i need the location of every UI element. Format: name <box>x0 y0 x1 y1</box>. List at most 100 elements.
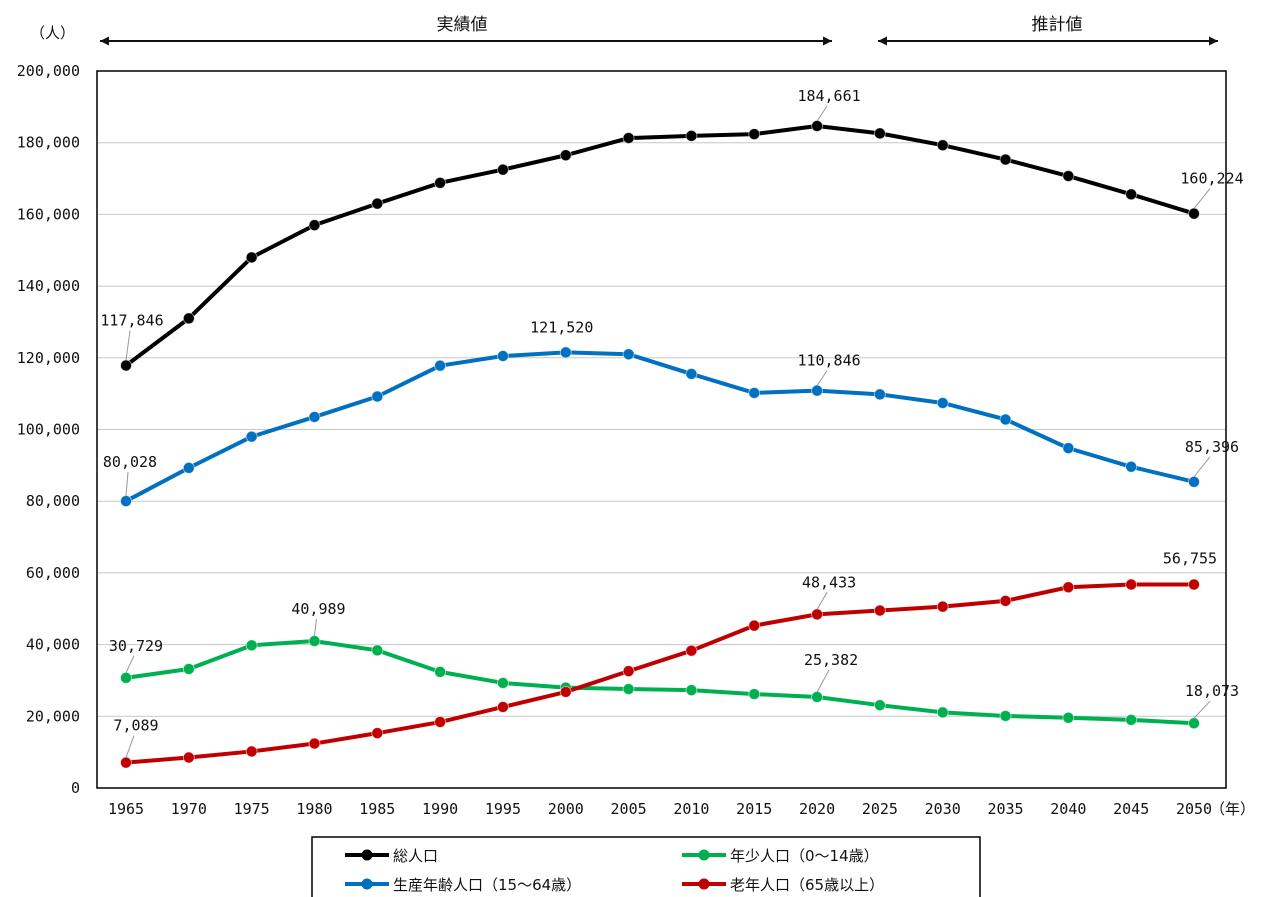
x-tick-label: 2015 <box>736 800 772 818</box>
x-tick-label: 2045 <box>1113 800 1149 818</box>
data-point-total <box>685 129 698 142</box>
data-label: 80,028 <box>103 453 157 471</box>
x-tick-label: 2040 <box>1050 800 1086 818</box>
x-tick-label: 1975 <box>234 800 270 818</box>
x-tick-label: 2030 <box>925 800 961 818</box>
data-point-elderly <box>559 686 572 698</box>
y-tick-label: 200,000 <box>17 62 80 80</box>
data-point-elderly <box>1188 578 1200 591</box>
data-point-youth <box>622 683 635 695</box>
series-line-total <box>124 123 1195 368</box>
legend-item: 総人口 <box>345 847 438 865</box>
data-point-working-age <box>999 413 1012 426</box>
legend-swatch-marker <box>361 878 373 890</box>
data-point-working-age <box>497 350 509 362</box>
data-point-total <box>999 153 1012 166</box>
data-label-leader <box>125 330 131 361</box>
y-tick-label: 40,000 <box>26 636 80 654</box>
data-point-total <box>308 219 321 232</box>
data-point-youth <box>1188 717 1200 730</box>
data-point-working-age <box>1062 442 1075 455</box>
x-tick-label: 1970 <box>171 800 207 818</box>
data-point-working-age <box>308 411 321 423</box>
legend-label: 年少人口（0～14歳） <box>730 847 879 865</box>
data-point-elderly <box>497 701 509 713</box>
data-point-elderly <box>245 745 258 758</box>
data-point-working-age <box>748 387 761 399</box>
data-point-youth <box>497 677 509 689</box>
y-tick-label: 0 <box>71 779 80 797</box>
x-unit-label: （年） <box>1210 800 1255 818</box>
x-tick-label: 1965 <box>108 800 144 818</box>
period-label: 実績値 <box>437 15 488 35</box>
x-tick-label: 2025 <box>862 800 898 818</box>
data-point-elderly <box>685 644 698 657</box>
data-point-youth <box>182 663 195 675</box>
data-label-leader <box>816 669 830 693</box>
data-point-youth <box>811 691 823 703</box>
data-label-leader <box>1193 188 1211 209</box>
data-point-youth <box>873 699 886 712</box>
x-tick-label: 2020 <box>799 800 835 818</box>
legend-swatch-marker <box>361 849 373 861</box>
data-point-elderly <box>999 594 1012 607</box>
data-label-leader <box>1193 456 1211 478</box>
data-point-working-age <box>559 346 572 359</box>
x-tick-label: 1980 <box>296 800 332 818</box>
data-label: 56,755 <box>1163 550 1217 568</box>
x-tick-label: 2050 <box>1176 800 1212 818</box>
y-tick-label: 100,000 <box>17 421 80 439</box>
data-label-leader <box>313 618 317 637</box>
legend-swatch-marker <box>698 849 710 861</box>
legend-label: 生産年齢人口（15～64歳） <box>393 876 581 894</box>
series-line-working-age <box>125 350 1195 503</box>
data-point-elderly <box>748 619 761 632</box>
data-label: 25,382 <box>804 651 858 669</box>
y-tick-label: 180,000 <box>17 134 80 152</box>
data-label-leader <box>125 735 135 758</box>
data-label-leader <box>125 655 135 674</box>
series-line-youth <box>125 639 1195 726</box>
data-label: 7,089 <box>113 717 158 735</box>
data-point-elderly <box>434 716 447 728</box>
data-label-leader <box>125 472 129 497</box>
y-tick-label: 20,000 <box>26 707 80 725</box>
data-point-total <box>120 359 132 372</box>
y-tick-label: 60,000 <box>26 564 80 582</box>
x-tick-label: 2035 <box>987 800 1023 818</box>
data-point-elderly <box>308 737 321 750</box>
data-point-elderly <box>622 665 635 678</box>
x-tick-label: 2000 <box>548 800 584 818</box>
x-tick-label: 1995 <box>485 800 521 818</box>
data-point-youth <box>685 684 698 697</box>
data-point-working-age <box>622 348 635 361</box>
data-point-total <box>182 312 195 325</box>
data-point-youth <box>434 665 447 678</box>
data-point-working-age <box>936 397 949 409</box>
data-point-working-age <box>1188 475 1200 488</box>
data-label-leader <box>816 592 828 610</box>
data-point-elderly <box>120 756 132 769</box>
data-label-leader <box>816 105 828 122</box>
data-point-youth <box>308 635 321 647</box>
plot-frame <box>96 70 1227 789</box>
data-point-youth <box>1062 711 1075 724</box>
data-label: 184,661 <box>797 87 860 105</box>
data-label: 40,989 <box>291 600 345 618</box>
data-point-elderly <box>182 751 195 764</box>
data-point-youth <box>999 710 1012 722</box>
data-label: 18,073 <box>1185 682 1239 700</box>
data-label-leader <box>816 370 828 386</box>
data-point-elderly <box>811 608 823 621</box>
data-point-total <box>1125 188 1138 201</box>
data-point-elderly <box>371 727 384 740</box>
y-unit-label: （人） <box>30 24 75 42</box>
x-tick-label: 1985 <box>359 800 395 818</box>
data-point-working-age <box>182 461 195 474</box>
legend-box <box>311 836 981 897</box>
data-point-total <box>434 176 447 189</box>
data-point-total <box>873 127 886 140</box>
data-point-total <box>1062 170 1075 182</box>
data-point-total <box>1188 207 1200 220</box>
